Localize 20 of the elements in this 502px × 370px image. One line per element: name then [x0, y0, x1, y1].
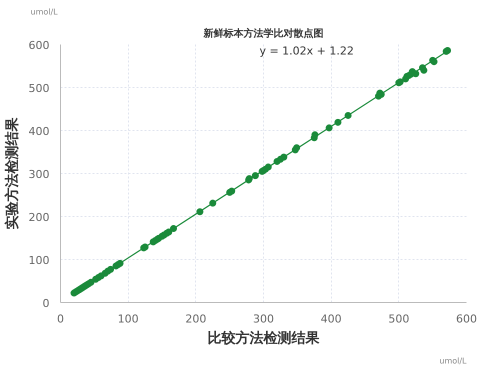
x-axis-title: 比较方法检测结果 — [208, 330, 320, 346]
text: umol/L — [30, 8, 58, 16]
x-tick-label: 100 — [118, 312, 139, 326]
x-tick-label: 300 — [253, 312, 274, 326]
y-tick-label: 200 — [28, 211, 50, 224]
y-tick-label: 0 — [42, 297, 50, 310]
y-tick-label: 300 — [28, 168, 50, 181]
text: umol/L — [439, 356, 468, 366]
chart-title: 新鲜标本方法学比对散点图 — [202, 28, 324, 40]
x-tick-label: 500 — [388, 312, 410, 326]
y-tick-label: 400 — [28, 125, 50, 138]
x-tick-label: 600 — [456, 312, 477, 326]
x-tick-label: 400 — [320, 312, 342, 326]
y-axis-title: 实验方法检测结果 — [4, 116, 21, 230]
y-tick-label: 600 — [28, 39, 50, 52]
annotation: y = 1.02x + 1.22 — [259, 44, 354, 58]
x-tick-label: 0 — [57, 312, 64, 326]
y-tick-label: 500 — [28, 82, 50, 95]
y-tick-label: 100 — [28, 254, 50, 267]
x-tick-label: 200 — [185, 312, 206, 326]
